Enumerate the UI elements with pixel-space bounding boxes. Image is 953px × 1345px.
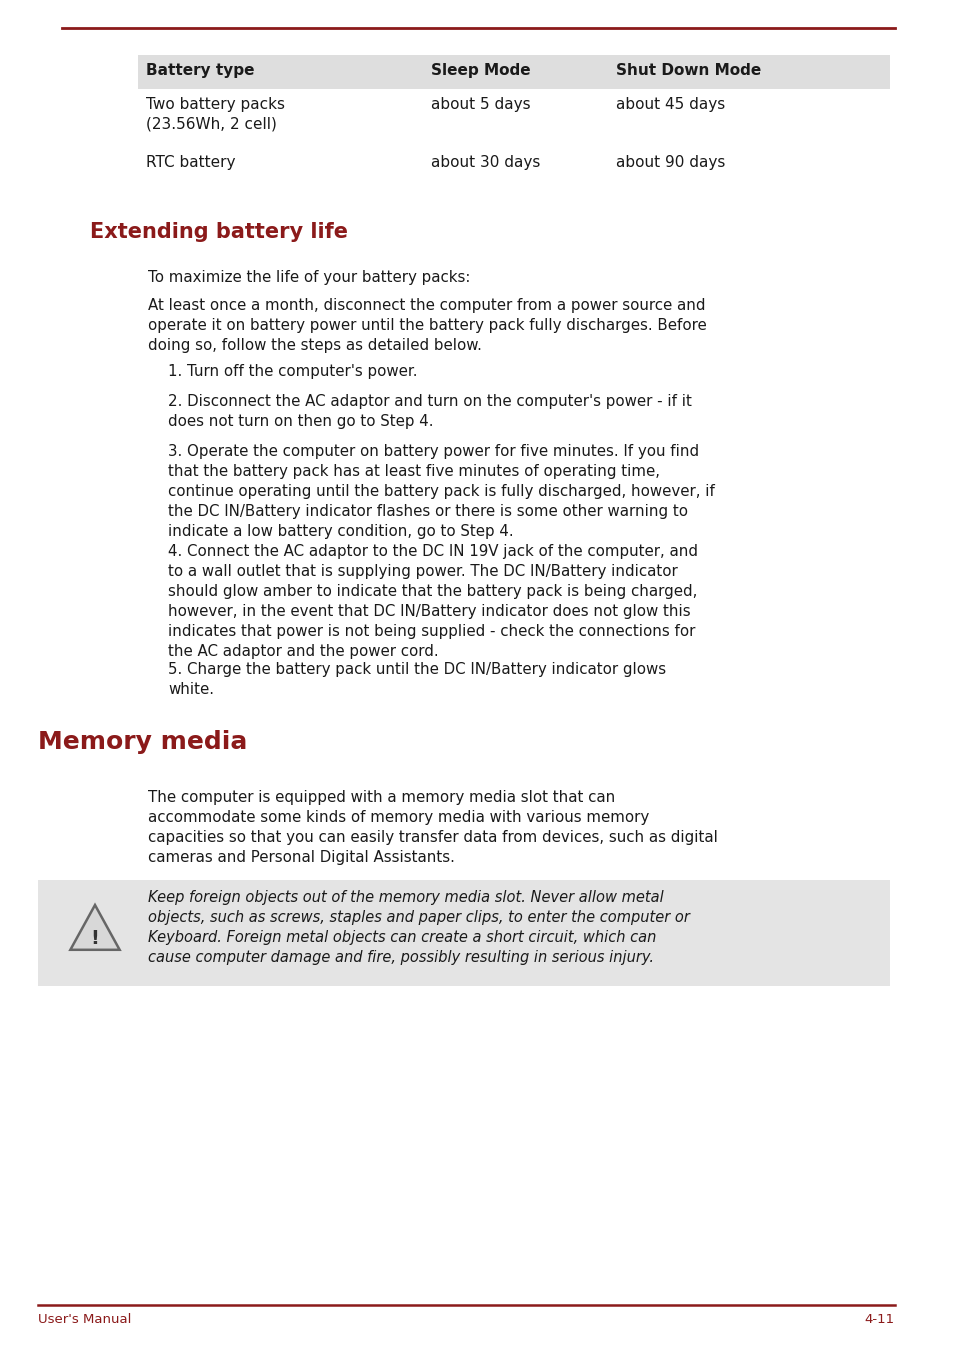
Text: The computer is equipped with a memory media slot that can
accommodate some kind: The computer is equipped with a memory m… [148, 790, 717, 865]
Text: At least once a month, disconnect the computer from a power source and
operate i: At least once a month, disconnect the co… [148, 299, 706, 354]
Text: 2. Disconnect the AC adaptor and turn on the computer's power - if it
does not t: 2. Disconnect the AC adaptor and turn on… [168, 394, 691, 429]
Text: 1. Turn off the computer's power.: 1. Turn off the computer's power. [168, 364, 417, 379]
Bar [38, 880, 889, 986]
Polygon shape [71, 905, 119, 950]
Text: To maximize the life of your battery packs:: To maximize the life of your battery pac… [148, 270, 470, 285]
Text: Sleep Mode: Sleep Mode [431, 63, 530, 78]
Text: 5. Charge the battery pack until the DC IN/Battery indicator glows
white.: 5. Charge the battery pack until the DC … [168, 662, 665, 697]
Text: Two battery packs
(23.56Wh, 2 cell): Two battery packs (23.56Wh, 2 cell) [146, 97, 285, 132]
Text: Battery type: Battery type [146, 63, 254, 78]
Text: 4. Connect the AC adaptor to the DC IN 19V jack of the computer, and
to a wall o: 4. Connect the AC adaptor to the DC IN 1… [168, 543, 698, 659]
Text: about 5 days: about 5 days [431, 97, 530, 112]
Text: Memory media: Memory media [38, 730, 247, 755]
Text: about 90 days: about 90 days [616, 155, 724, 169]
Text: RTC battery: RTC battery [146, 155, 235, 169]
Text: 3. Operate the computer on battery power for five minutes. If you find
that the : 3. Operate the computer on battery power… [168, 444, 714, 539]
Text: User's Manual: User's Manual [38, 1313, 132, 1326]
Text: !: ! [91, 929, 99, 948]
Text: Extending battery life: Extending battery life [90, 222, 348, 242]
Text: Keep foreign objects out of the memory media slot. Never allow metal
objects, su: Keep foreign objects out of the memory m… [148, 890, 689, 966]
Text: Shut Down Mode: Shut Down Mode [616, 63, 760, 78]
Text: about 30 days: about 30 days [431, 155, 539, 169]
Bar [138, 55, 889, 89]
Text: 4-11: 4-11 [864, 1313, 894, 1326]
Text: about 45 days: about 45 days [616, 97, 724, 112]
